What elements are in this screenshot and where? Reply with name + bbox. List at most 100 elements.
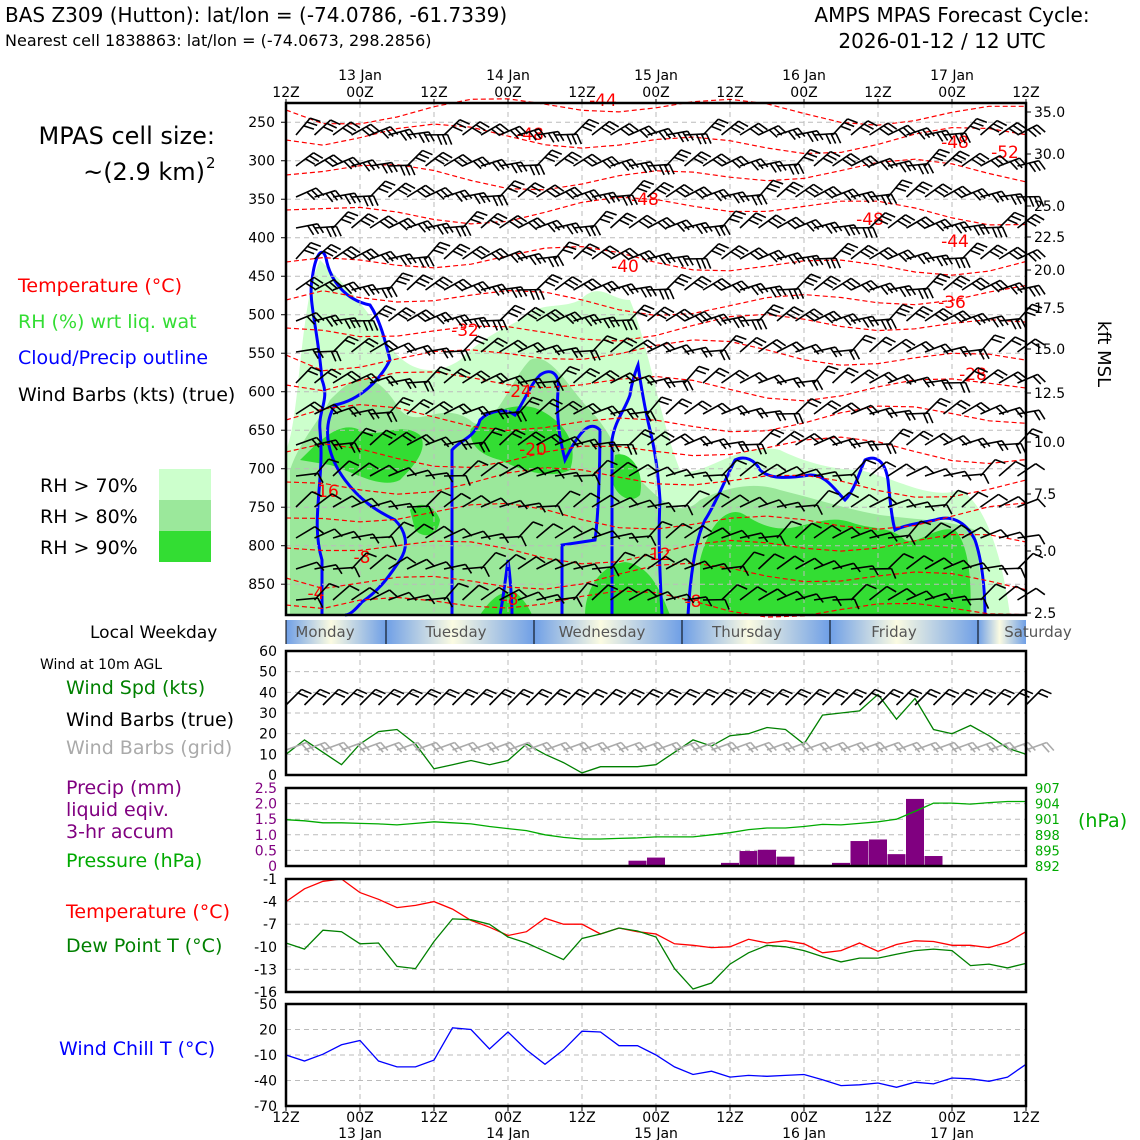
barb-staff xyxy=(369,126,391,136)
barb-staff xyxy=(498,429,517,446)
barb-staff xyxy=(599,688,617,706)
barb-staff xyxy=(850,334,867,353)
wind-barb xyxy=(739,336,767,353)
barb-feather xyxy=(889,282,898,292)
barb-feather xyxy=(922,413,929,424)
wind-barb xyxy=(906,127,935,140)
barb-feather xyxy=(417,741,426,752)
wind-barb xyxy=(739,461,767,477)
barb-feather xyxy=(1001,565,1009,576)
barb-feather xyxy=(307,370,319,376)
wind-barb xyxy=(1017,248,1046,262)
barb-feather xyxy=(754,249,764,258)
wind-barb-true xyxy=(988,688,1015,706)
barb-staff xyxy=(313,119,332,136)
barb-staff xyxy=(480,158,503,167)
barb-feather xyxy=(866,317,875,327)
wind-barb xyxy=(314,154,343,168)
panel-frame xyxy=(284,877,1028,994)
barb-feather xyxy=(724,349,731,361)
barb-feather xyxy=(368,337,379,345)
wind-barb xyxy=(610,194,638,206)
barb-staff xyxy=(739,496,761,508)
barb-staff xyxy=(665,379,688,384)
barb-feather xyxy=(785,312,797,320)
temperature-contour xyxy=(285,502,1027,530)
top-tick-label: 00Z xyxy=(642,85,669,101)
barb-staff xyxy=(610,194,633,198)
barb-staff xyxy=(406,184,427,198)
barb-staff xyxy=(684,471,707,477)
barb-staff xyxy=(868,461,887,477)
barb-feather xyxy=(515,411,523,423)
wind-barb xyxy=(684,133,712,145)
wind-barb xyxy=(813,132,842,145)
wind-barb xyxy=(591,370,620,384)
wind-barb-true xyxy=(618,688,645,706)
barb-staff xyxy=(840,688,858,706)
barb-staff xyxy=(618,688,636,706)
barb-staff xyxy=(480,408,503,415)
barb-feather xyxy=(971,282,982,291)
barb-staff xyxy=(332,156,354,167)
wind-barb xyxy=(906,251,935,265)
pressure-tick-label: 700 xyxy=(248,462,275,478)
barb-staff xyxy=(961,437,984,446)
barb-feather xyxy=(1015,443,1022,454)
barb-staff xyxy=(776,465,798,477)
barb-feather xyxy=(495,551,507,558)
barb-feather xyxy=(860,250,871,258)
barb-feather xyxy=(770,432,781,438)
wind-chill-label: Wind Chill T (°C) xyxy=(59,1038,215,1060)
barb-feather xyxy=(606,210,617,216)
barb-staff xyxy=(591,530,614,539)
wind-barb xyxy=(554,186,584,200)
barb-feather xyxy=(539,289,545,300)
wind-barb xyxy=(443,278,473,292)
barb-feather xyxy=(472,160,482,170)
barb-feather xyxy=(726,743,736,753)
barb-staff xyxy=(702,367,720,384)
temperature-contour xyxy=(285,533,1027,565)
barb-staff xyxy=(609,337,628,353)
barb-staff xyxy=(739,586,759,601)
barb-feather xyxy=(491,252,501,261)
barb-staff xyxy=(378,741,400,751)
wind-barb xyxy=(332,530,362,541)
barb-feather xyxy=(602,160,612,169)
barb-staff xyxy=(980,154,1001,167)
barb-feather xyxy=(581,125,593,132)
barb-feather xyxy=(956,278,967,285)
barb-feather xyxy=(453,159,464,167)
barb-staff xyxy=(628,499,651,508)
barb-feather xyxy=(1009,161,1019,171)
barb-staff xyxy=(980,529,1002,539)
precip-label-1: Precip (mm) xyxy=(66,777,182,799)
barb-feather xyxy=(607,584,619,591)
height-tick-label: 30.0 xyxy=(1034,147,1065,163)
barb-staff xyxy=(739,551,755,570)
barb-feather xyxy=(868,369,879,377)
barb-feather xyxy=(312,348,319,360)
barb-feather xyxy=(386,554,397,561)
barb-feather xyxy=(723,313,732,323)
barb-feather xyxy=(667,128,676,138)
barb-feather xyxy=(441,134,448,145)
barb-staff xyxy=(295,597,318,601)
barb-feather xyxy=(605,248,616,256)
barb-staff xyxy=(295,223,318,229)
barb-feather xyxy=(925,465,935,475)
barb-staff xyxy=(591,335,608,353)
barb-feather xyxy=(412,743,421,753)
barb-staff xyxy=(869,193,892,198)
barb-feather xyxy=(442,276,453,284)
barb-feather xyxy=(326,122,338,129)
wind-barb xyxy=(387,396,414,415)
wind-barb xyxy=(498,429,526,446)
barb-feather xyxy=(853,224,861,235)
barb-feather xyxy=(911,688,923,695)
barb-feather xyxy=(787,741,796,752)
barb-feather xyxy=(702,525,713,533)
wind-barb xyxy=(425,276,453,291)
barb-feather xyxy=(331,368,342,376)
